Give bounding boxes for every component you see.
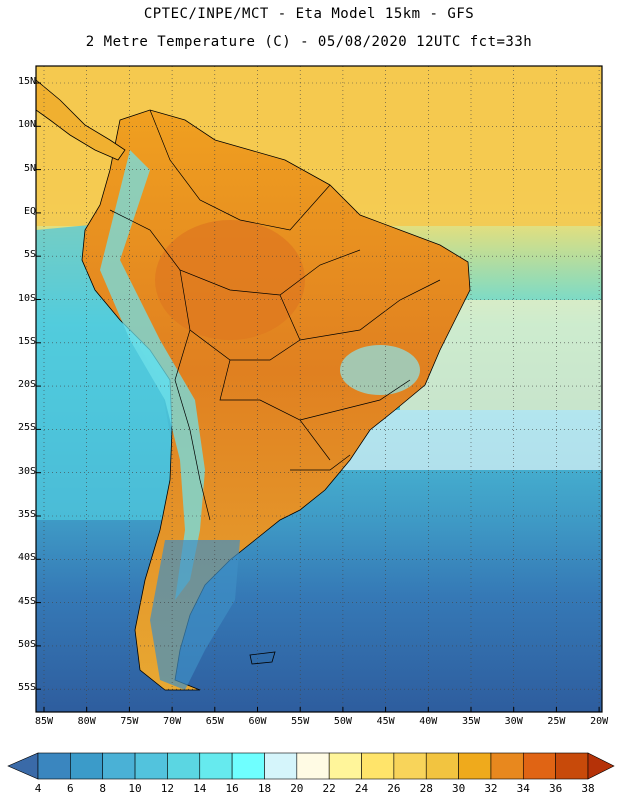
colorbar-segment [37, 752, 71, 780]
colorbar-label: 28 [419, 782, 433, 795]
lon-label: 20W [590, 716, 609, 727]
lon-label: 65W [205, 716, 224, 727]
lat-label: 40S [17, 552, 36, 564]
colorbar-label: 8 [99, 782, 107, 795]
colorbar-label: 12 [160, 782, 175, 795]
lat-label: 45S [17, 595, 36, 607]
colorbar-segment [458, 752, 492, 780]
lat-label: 10N [17, 119, 36, 131]
colorbar-segment [522, 752, 556, 780]
colorbar-segment [199, 752, 233, 780]
colorbar-label: 30 [451, 782, 466, 795]
lat-label: 25S [17, 422, 36, 434]
colorbar-label: 20 [290, 782, 304, 795]
lat-label: EQ [23, 205, 36, 217]
colorbar-segment [167, 752, 201, 780]
colorbar-label: 24 [354, 782, 369, 795]
colorbar-segment [102, 752, 136, 780]
pacific-cool-zone [36, 225, 175, 520]
andes-cool-strip [100, 150, 205, 600]
falkland-islands [249, 651, 276, 665]
colorbar-segment [328, 752, 362, 780]
lat-label: 5S [23, 249, 36, 261]
colorbar-segment [231, 752, 265, 780]
lon-label: 80W [77, 716, 96, 727]
lat-label: 15S [17, 335, 36, 347]
colorbar-label: 10 [128, 782, 142, 795]
lon-label: 75W [120, 716, 139, 727]
lon-label: 40W [419, 716, 438, 727]
central-america-land [36, 79, 126, 161]
lon-label: 55W [291, 716, 310, 727]
colorbar-label: 6 [67, 782, 74, 795]
highlands-cool-zone [340, 345, 420, 395]
lat-label: 30S [17, 465, 36, 477]
colorbar-segment [361, 752, 395, 780]
colorbar-segment [555, 752, 589, 780]
colorbar-segment [490, 752, 524, 780]
colorbar-label: 14 [193, 782, 207, 795]
lat-label: 55S [17, 682, 36, 694]
hot-interior-zone [155, 220, 305, 340]
colorbar-segment [393, 752, 427, 780]
lon-label: 85W [34, 716, 54, 727]
lat-label: 35S [17, 509, 36, 520]
lon-label: 70W [163, 716, 182, 727]
map-frame [35, 65, 603, 713]
colorbar-label: 38 [581, 782, 595, 795]
colorbar-label: 36 [549, 782, 563, 795]
lon-label: 50W [333, 716, 352, 727]
colorbar-segment [264, 752, 298, 780]
colorbar-label: 26 [387, 782, 401, 795]
map-title-line-1: CPTEC/INPE/MCT - Eta Model 15km - GFS [143, 6, 475, 22]
lon-label: 30W [504, 716, 523, 727]
colorbar [7, 752, 615, 780]
colorbar-label: 22 [322, 782, 336, 795]
map-title-line-2: 2 Metre Temperature (C) - 05/08/2020 12U… [85, 34, 533, 50]
lon-label: 60W [248, 716, 267, 727]
lat-label: 15N [17, 76, 36, 87]
colorbar-label: 34 [516, 782, 530, 795]
lat-label: 50S [17, 638, 36, 650]
lat-label: 20S [17, 379, 36, 391]
lon-label: 25W [547, 716, 566, 727]
country-borders [109, 109, 441, 521]
colorbar-segment [70, 752, 104, 780]
colorbar-segment [425, 752, 459, 780]
lon-label: 35W [461, 716, 481, 727]
lon-label: 45W [376, 716, 395, 727]
colorbar-segment [134, 752, 168, 780]
colorbar-label: 4 [34, 782, 42, 795]
colorbar-label: 32 [484, 782, 498, 795]
colorbar-label: 18 [257, 782, 272, 795]
colorbar-right-arrow [587, 752, 615, 780]
patagonia-cool-zone [150, 540, 240, 690]
colorbar-label: 16 [225, 782, 239, 795]
lat-label: 5N [23, 162, 36, 174]
lat-label: 10S [17, 292, 36, 304]
colorbar-segment [296, 752, 330, 780]
colorbar-left-arrow [7, 752, 39, 780]
